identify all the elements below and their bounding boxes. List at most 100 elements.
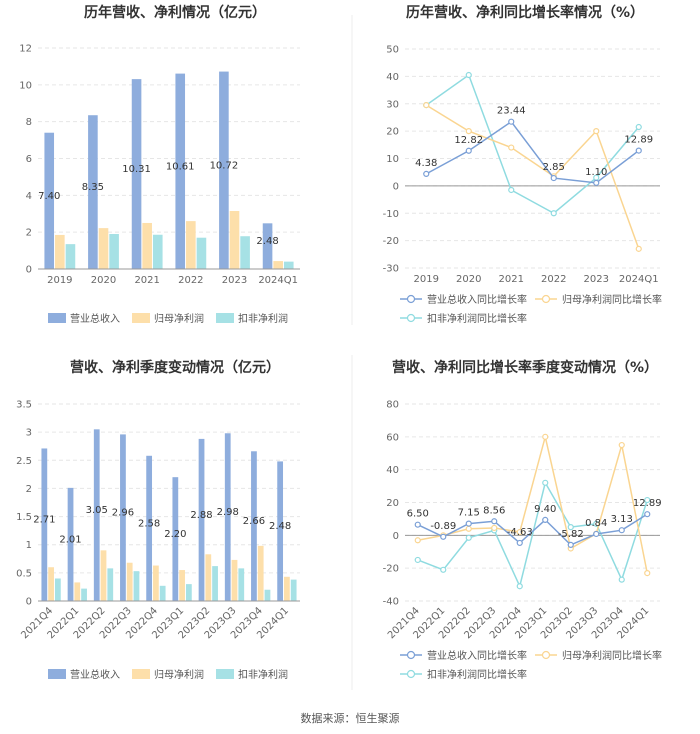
point-net-profit (414, 537, 421, 544)
point-revenue (508, 118, 515, 125)
point-revenue (491, 518, 498, 525)
legend-swatch (216, 669, 234, 679)
data-label: 0.84 (585, 518, 607, 529)
y-tick-label: 20 (386, 127, 399, 138)
bar-net-profit (55, 234, 65, 269)
point-revenue (635, 147, 642, 154)
bar-deducted-profit (152, 234, 163, 269)
data-label: 2.48 (256, 236, 278, 247)
legend-marker (406, 313, 416, 323)
legend-label: 扣非净利润同比增长率 (427, 668, 527, 681)
bar-net-profit (74, 582, 81, 601)
y-tick-label: 50 (386, 45, 399, 56)
y-tick-label: -20 (383, 564, 399, 575)
annual-bar-title: 历年营收、净利情况（亿元） (84, 4, 266, 21)
legend-swatch (48, 669, 66, 679)
x-tick-label: 2022 (541, 274, 566, 285)
legend-marker (541, 294, 551, 304)
data-label: 12.89 (633, 498, 662, 509)
y-tick-label: -20 (383, 236, 399, 247)
point-revenue (542, 516, 549, 524)
bar-deducted-profit (212, 566, 218, 601)
legend-swatch (48, 313, 66, 323)
bar-net-profit (48, 567, 54, 601)
data-label: 9.40 (534, 504, 556, 515)
point-revenue (593, 530, 600, 538)
data-source: 数据来源：恒生聚源 (301, 711, 400, 725)
point-net-profit (542, 433, 549, 440)
bar-deducted-profit (109, 234, 119, 269)
annual-line-title: 历年营收、净利同比增长率情况（%） (406, 4, 644, 21)
y-tick-label: -40 (383, 597, 399, 608)
y-tick-label: 0 (26, 265, 32, 276)
point-deducted-profit (618, 576, 625, 583)
legend-label: 营业总收入同比增长率 (427, 293, 527, 306)
data-label: -5.82 (558, 529, 584, 540)
data-label: 7.15 (458, 508, 480, 519)
bar-revenue (44, 132, 55, 269)
x-tick-label: 2023 (584, 274, 609, 285)
data-label: 10.72 (210, 160, 239, 171)
series-line-net-profit (417, 436, 648, 574)
bar-net-profit (186, 221, 196, 269)
legend-label: 营业总收入 (70, 668, 120, 681)
point-revenue (465, 147, 472, 154)
bar-revenue (120, 434, 126, 601)
point-deducted-profit (465, 534, 472, 541)
point-revenue (593, 179, 600, 186)
legend-swatch (132, 669, 150, 679)
point-revenue (618, 527, 625, 534)
data-label: 2.58 (138, 518, 160, 529)
data-label: 1.10 (585, 167, 607, 178)
quarter-line-title: 营收、净利同比增长率季度变动情况（%） (392, 359, 658, 376)
y-tick-label: 10 (386, 154, 399, 165)
bar-net-profit (205, 554, 212, 601)
point-revenue (567, 541, 574, 548)
legend-swatch (132, 313, 150, 323)
point-deducted-profit (440, 566, 447, 573)
point-revenue (414, 521, 421, 528)
data-label: 3.13 (611, 514, 633, 525)
data-label: 3.05 (86, 505, 108, 516)
data-label: 12.82 (454, 135, 483, 146)
quarter-bar-title: 营收、净利季度变动情况（亿元） (70, 359, 280, 376)
y-tick-label: 1.5 (16, 512, 32, 523)
bar-net-profit (179, 570, 185, 601)
point-net-profit (635, 245, 642, 252)
data-label: 2.88 (190, 510, 212, 521)
y-tick-label: 0 (26, 597, 32, 608)
x-tick-label: 2019 (47, 275, 72, 286)
point-net-profit (465, 525, 472, 532)
point-deducted-profit (414, 556, 421, 564)
bar-deducted-profit (264, 589, 271, 601)
y-tick-label: 0 (393, 531, 399, 542)
legend-label: 归母净利润同比增长率 (562, 293, 662, 306)
bar-deducted-profit (290, 579, 297, 601)
bar-revenue (277, 461, 284, 601)
bar-revenue (198, 438, 205, 601)
data-label: 2.01 (59, 534, 81, 545)
y-tick-label: 0.5 (16, 568, 32, 579)
y-tick-label: 2 (26, 228, 32, 239)
data-label: 2.98 (217, 507, 239, 518)
x-tick-label: 2020 (91, 275, 116, 286)
legend-marker (406, 650, 416, 660)
legend-marker (406, 669, 416, 679)
data-label: 7.40 (38, 191, 60, 202)
point-net-profit (423, 102, 430, 109)
bar-revenue (146, 455, 153, 601)
point-revenue (440, 533, 447, 540)
y-tick-label: 12 (19, 44, 32, 55)
bar-deducted-profit (133, 571, 140, 601)
bar-revenue (93, 429, 100, 601)
bar-deducted-profit (65, 244, 76, 269)
bar-net-profit (98, 228, 109, 269)
bar-deducted-profit (107, 568, 114, 601)
bar-revenue (175, 73, 186, 269)
data-label: 4.38 (415, 158, 437, 169)
point-revenue (516, 539, 523, 547)
point-net-profit (593, 128, 600, 135)
bar-net-profit (257, 545, 264, 601)
bar-deducted-profit (81, 588, 87, 601)
